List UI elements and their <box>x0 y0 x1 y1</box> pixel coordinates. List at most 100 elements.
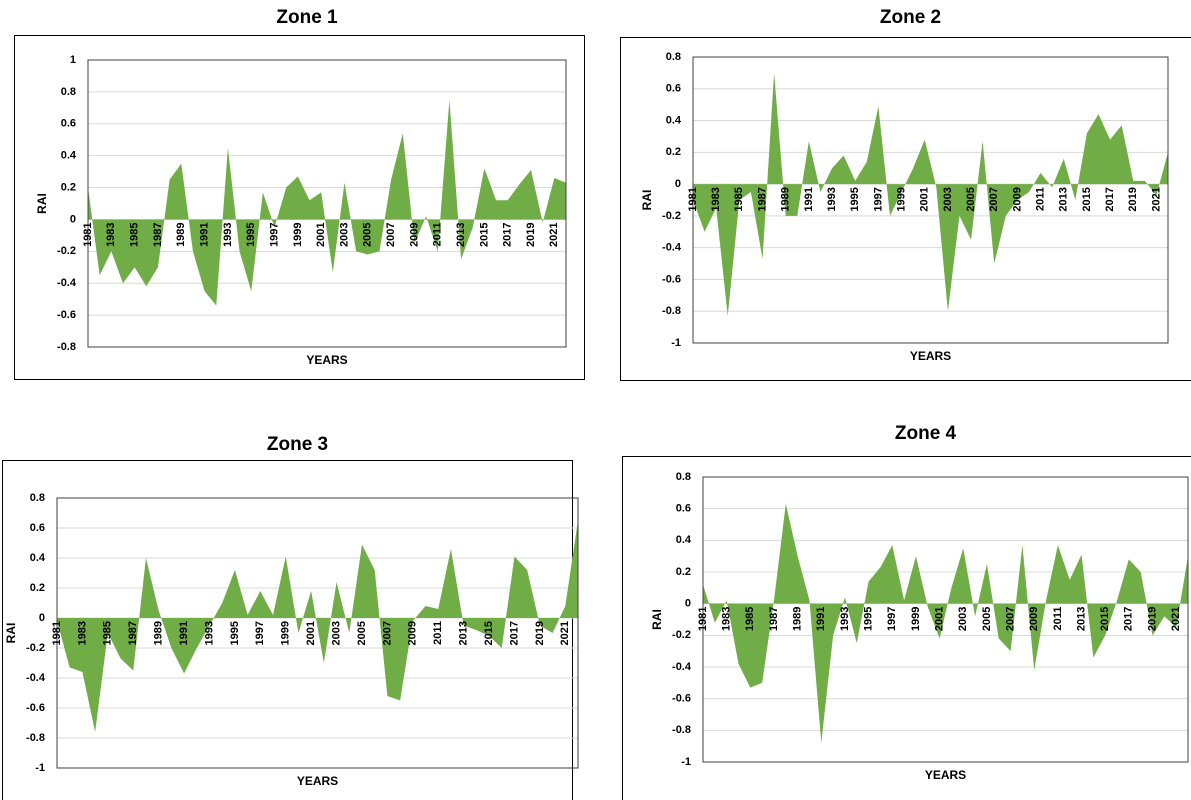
y-tick-label: 0.4 <box>676 534 692 546</box>
y-tick-label: -0.8 <box>57 341 76 353</box>
y-tick-label: 0.2 <box>30 582 45 594</box>
y-tick-label: -0.8 <box>672 724 691 736</box>
x-tick-label: 2011 <box>1052 607 1064 631</box>
x-tick-label: 1981 <box>687 187 699 211</box>
x-tick-label: 1999 <box>895 187 907 211</box>
y-tick-label: -1 <box>671 337 681 349</box>
x-tick-label: 2001 <box>919 187 931 211</box>
x-tick-label: 2003 <box>338 222 350 246</box>
y-tick-label: 0.6 <box>666 83 681 95</box>
x-tick-label: 2021 <box>1150 187 1162 211</box>
x-tick-label: 1989 <box>153 621 165 645</box>
x-tick-label: 1993 <box>826 187 838 211</box>
x-tick-label: 2009 <box>1028 607 1040 631</box>
x-tick-label: 1987 <box>756 187 768 211</box>
x-tick-label: 2017 <box>1123 607 1135 631</box>
y-tick-label: 0.8 <box>61 86 76 98</box>
y-tick-label: 0.8 <box>666 51 681 63</box>
y-tick-label: 0 <box>685 598 691 610</box>
x-tick-label: 1985 <box>102 621 114 645</box>
x-tick-label: 1983 <box>710 187 722 211</box>
x-tick-label: 2017 <box>508 621 520 645</box>
y-tick-label: -0.6 <box>662 273 681 285</box>
x-tick-label: 1993 <box>203 621 215 645</box>
x-axis-title: YEARS <box>297 774 338 788</box>
x-tick-label: 2013 <box>455 222 467 246</box>
x-tick-label: 1995 <box>229 621 241 645</box>
x-tick-label: 2013 <box>1058 187 1070 211</box>
y-tick-label: 0.4 <box>30 552 46 564</box>
area <box>703 503 1188 743</box>
plot-border <box>56 497 579 769</box>
y-axis-title: RAI <box>35 193 49 214</box>
x-tick-label: 1993 <box>839 607 851 631</box>
chart-panel: Zone 2 -1 -0.8 -0.6 -0.4 -0.2 0 0.2 0.4 0.6 0.8 198… <box>620 7 1191 381</box>
x-tick-label: 2005 <box>981 607 993 631</box>
chart-panel: Zone 1 -0.8 -0.6 -0.4 -0.2 0 0.2 0.4 0.6 0.8 1 1981… <box>14 7 585 380</box>
x-tick-label: 1987 <box>768 607 780 631</box>
x-tick-label: 2021 <box>559 621 571 645</box>
x-tick-label: 1995 <box>849 187 861 211</box>
x-tick-label: 2009 <box>1011 187 1023 211</box>
x-tick-label: 2019 <box>534 621 546 645</box>
x-axis-title: YEARS <box>925 768 966 782</box>
x-tick-label: 2015 <box>478 222 490 246</box>
chart-title: Zone 4 <box>895 423 957 444</box>
x-tick-label: 2003 <box>330 621 342 645</box>
x-tick-label: 2007 <box>385 222 397 246</box>
x-tick-label: 2019 <box>1127 187 1139 211</box>
x-tick-label: 2011 <box>432 621 444 645</box>
x-tick-label: 1983 <box>105 222 117 246</box>
x-axis-title: YEARS <box>910 349 951 363</box>
x-tick-label: 2007 <box>1004 607 1016 631</box>
x-axis-title: YEARS <box>306 353 347 367</box>
y-tick-label: 0 <box>70 213 76 225</box>
x-tick-label: 1999 <box>280 621 292 645</box>
x-tick-label: 1985 <box>744 607 756 631</box>
y-tick-label: -0.8 <box>662 305 681 317</box>
x-tick-label: 1997 <box>872 187 884 211</box>
x-tick-label: 1991 <box>178 621 190 645</box>
y-tick-label: 0.2 <box>61 181 76 193</box>
x-tick-label: 2003 <box>957 607 969 631</box>
x-tick-label: 1999 <box>292 222 304 246</box>
x-tick-label: 2013 <box>458 621 470 645</box>
y-tick-label: 0 <box>39 612 45 624</box>
x-tick-label: 2017 <box>502 222 514 246</box>
y-tick-label: -0.4 <box>26 672 46 684</box>
x-tick-label: 1991 <box>815 607 827 631</box>
y-tick-label: -1 <box>681 756 691 768</box>
x-tick-label: 2001 <box>933 607 945 631</box>
x-tick-label: 2013 <box>1075 607 1087 631</box>
x-tick-label: 2009 <box>407 621 419 645</box>
chart-title: Zone 1 <box>276 7 338 28</box>
y-tick-label: -0.2 <box>662 210 681 222</box>
y-tick-label: -0.6 <box>57 309 76 321</box>
y-tick-label: -0.4 <box>672 661 692 673</box>
chart-title: Zone 2 <box>880 7 941 28</box>
x-tick-label: 2003 <box>942 187 954 211</box>
x-tick-label: 1997 <box>268 222 280 246</box>
x-tick-label: 2007 <box>381 621 393 645</box>
x-tick-label: 2009 <box>408 222 420 246</box>
x-tick-label: 2019 <box>1146 607 1158 631</box>
x-tick-label: 1989 <box>175 222 187 246</box>
y-tick-label: -0.2 <box>57 245 76 257</box>
x-tick-label: 1987 <box>152 222 164 246</box>
plot-border <box>702 476 1189 763</box>
x-tick-label: 1983 <box>721 607 733 631</box>
x-tick-label: 2001 <box>305 621 317 645</box>
x-tick-label: 2017 <box>1104 187 1116 211</box>
y-tick-label: -0.4 <box>662 242 682 254</box>
y-tick-label: 0.2 <box>666 146 681 158</box>
x-tick-label: 2021 <box>1170 607 1182 631</box>
x-tick-label: 1981 <box>51 621 63 645</box>
chart-panel: Zone 3 -1 -0.8 -0.6 -0.4 -0.2 0 0.2 0.4 0.6 0.8 198… <box>2 434 579 800</box>
y-axis-title: RAI <box>640 190 654 211</box>
x-tick-label: 1991 <box>198 222 210 246</box>
x-tick-label: 1995 <box>863 607 875 631</box>
x-tick-label: 1987 <box>127 621 139 645</box>
y-tick-label: 0.4 <box>61 150 77 162</box>
x-tick-label: 1991 <box>803 187 815 211</box>
